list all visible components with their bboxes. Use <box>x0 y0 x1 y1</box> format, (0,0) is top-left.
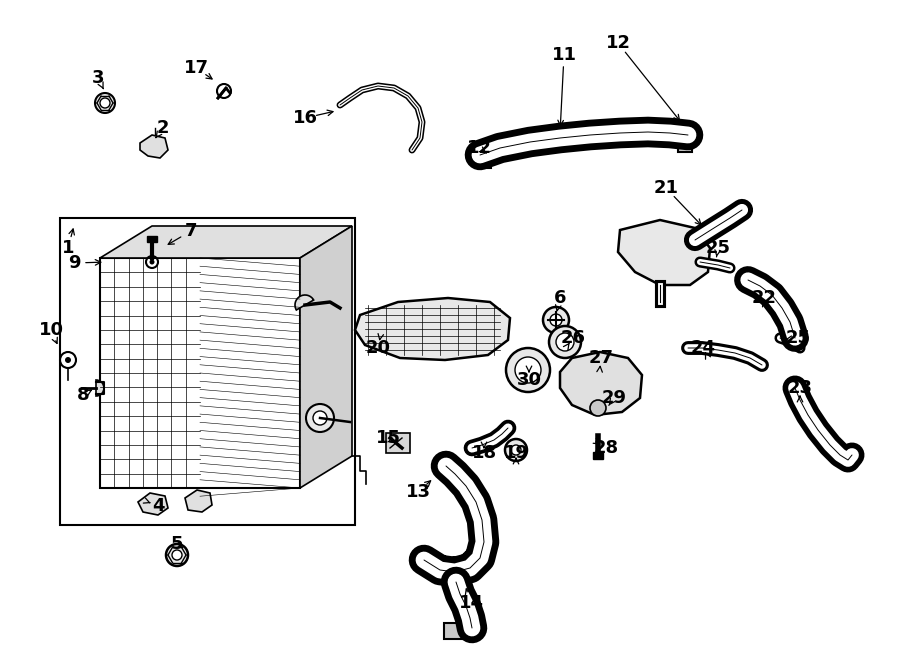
Circle shape <box>149 260 155 264</box>
Text: 30: 30 <box>517 371 542 389</box>
Text: 11: 11 <box>552 46 577 64</box>
Polygon shape <box>560 352 642 415</box>
Text: 2: 2 <box>157 119 169 137</box>
Text: 28: 28 <box>593 439 618 457</box>
Polygon shape <box>185 490 212 512</box>
Text: 18: 18 <box>472 444 497 462</box>
Circle shape <box>590 400 606 416</box>
Text: 25: 25 <box>786 329 811 347</box>
Text: 20: 20 <box>365 339 391 357</box>
Text: 16: 16 <box>292 109 318 127</box>
Text: 17: 17 <box>184 59 209 77</box>
Polygon shape <box>140 135 168 158</box>
Polygon shape <box>100 226 352 258</box>
Bar <box>100 258 300 488</box>
Circle shape <box>505 439 527 461</box>
Circle shape <box>511 445 521 455</box>
Bar <box>477 142 491 168</box>
Text: 4: 4 <box>152 497 164 515</box>
Text: 13: 13 <box>406 483 430 501</box>
Bar <box>60 218 355 525</box>
Circle shape <box>65 357 71 363</box>
Text: 10: 10 <box>39 321 64 339</box>
Text: 26: 26 <box>561 329 586 347</box>
Bar <box>386 433 410 453</box>
Circle shape <box>515 357 541 383</box>
Circle shape <box>306 404 334 432</box>
Text: 3: 3 <box>92 69 104 87</box>
Text: 19: 19 <box>503 444 528 462</box>
Wedge shape <box>295 295 314 310</box>
Text: 6: 6 <box>554 289 566 307</box>
Circle shape <box>100 98 110 108</box>
Text: 25: 25 <box>706 239 731 257</box>
Circle shape <box>172 550 182 560</box>
Polygon shape <box>300 226 352 488</box>
Text: 21: 21 <box>653 179 679 197</box>
Text: 12: 12 <box>466 139 491 157</box>
Polygon shape <box>355 298 510 360</box>
Circle shape <box>506 348 550 392</box>
Text: 14: 14 <box>458 594 483 612</box>
Text: 23: 23 <box>788 379 813 397</box>
Bar <box>678 126 692 152</box>
Text: 7: 7 <box>184 222 197 240</box>
Text: 24: 24 <box>690 339 716 357</box>
Circle shape <box>556 333 574 351</box>
Text: 1: 1 <box>62 239 74 257</box>
Text: 29: 29 <box>601 389 626 407</box>
Text: 22: 22 <box>752 289 777 307</box>
Circle shape <box>549 326 581 358</box>
Circle shape <box>313 411 327 425</box>
Text: 5: 5 <box>171 535 184 553</box>
Bar <box>444 623 476 639</box>
Polygon shape <box>618 220 710 285</box>
Polygon shape <box>138 493 168 515</box>
Circle shape <box>166 544 188 566</box>
Text: 15: 15 <box>375 429 401 447</box>
Text: 12: 12 <box>606 34 631 52</box>
Circle shape <box>95 93 115 113</box>
Bar <box>593 452 603 459</box>
Text: 27: 27 <box>589 349 614 367</box>
Text: 8: 8 <box>76 386 89 404</box>
Bar <box>147 236 157 242</box>
Wedge shape <box>96 380 104 396</box>
Text: 9: 9 <box>68 254 80 272</box>
Circle shape <box>543 307 569 333</box>
Circle shape <box>550 314 562 326</box>
